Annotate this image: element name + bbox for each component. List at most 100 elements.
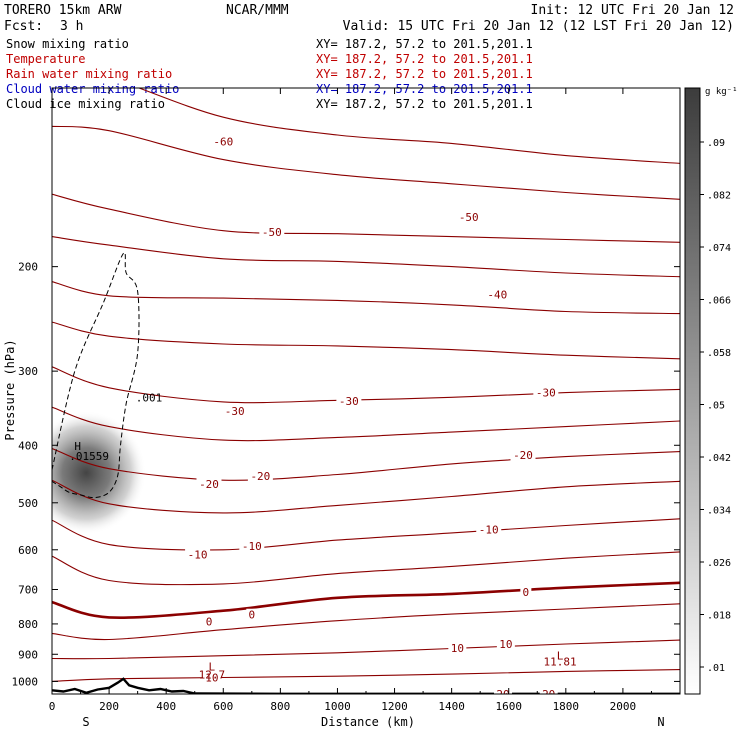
field-name: Snow mixing ratio — [6, 37, 129, 51]
x-tick-label: 1400 — [438, 700, 465, 713]
temperature-label: 0 — [523, 586, 530, 599]
colorbar-label: .042 — [707, 453, 731, 464]
valid-time: Valid: 15 UTC Fri 20 Jan 12 (12 LST Fri … — [343, 19, 734, 34]
x-tick-label: 800 — [270, 700, 290, 713]
temperature-contour — [52, 125, 680, 200]
temperature-label-bg — [539, 688, 558, 694]
colorbar-label: .034 — [707, 506, 731, 517]
temperature-label: 10 — [451, 642, 464, 655]
field-name: Temperature — [6, 52, 85, 66]
temperature-contour — [52, 603, 680, 641]
x-tick-label: 1600 — [495, 700, 522, 713]
temperature-label-bg — [456, 211, 482, 224]
colorbar-fill — [684, 87, 701, 695]
temperature-label: -30 — [536, 387, 556, 400]
colorbar-label: .082 — [707, 191, 731, 202]
annotation: .001 — [136, 391, 163, 404]
temperature-label-bg — [203, 615, 215, 628]
temperature-label-bg — [259, 226, 285, 239]
init-time: Init: 12 UTC Fri 20 Jan 12 — [531, 3, 735, 18]
annotation: H — [74, 440, 81, 453]
field-name: Cloud water mixing ratio — [6, 82, 179, 96]
temperature-contour — [52, 639, 680, 660]
x-tick-label: 1800 — [553, 700, 580, 713]
temperature-label: 20 — [542, 688, 555, 701]
temperature-label: -40 — [487, 289, 507, 302]
temperature-contour — [52, 406, 680, 442]
annotation: 12.7 — [199, 669, 226, 682]
temperature-label: -50 — [459, 211, 479, 224]
temperature-contour — [52, 193, 680, 243]
temperature-label-bg — [494, 688, 513, 694]
temperature-contour — [52, 669, 680, 682]
temperature-contour — [137, 88, 680, 164]
x-tick-label: 2000 — [610, 700, 637, 713]
y-tick-label: 200 — [18, 261, 38, 274]
temperature-label: -10 — [479, 524, 499, 537]
colorbar-label: .026 — [707, 558, 731, 569]
temperature-label-bg — [510, 448, 536, 461]
annotation: L — [557, 650, 564, 663]
x-tick-label: 200 — [99, 700, 119, 713]
colorbar-label: .018 — [707, 611, 731, 622]
x-axis-label: Distance (km) — [321, 715, 415, 729]
y-tick-label: 800 — [18, 618, 38, 631]
colorbar-label: .05 — [707, 401, 725, 412]
north-label: N — [657, 715, 664, 729]
temperature-label-bg — [476, 523, 502, 536]
model-name: TORERO 15km ARW — [4, 3, 122, 18]
temperature-label-bg — [484, 288, 510, 301]
temperature-label-bg — [496, 637, 515, 650]
plot-area: -60-60-50-50-40-30-30-30-20-20-20-10-10-… — [52, 88, 680, 701]
forecast-label: Fcst: — [4, 19, 43, 34]
annotation: L — [209, 660, 216, 673]
annotation: .01559 — [69, 450, 109, 463]
y-tick-label: 600 — [18, 544, 38, 557]
y-tick-label: 700 — [18, 584, 38, 597]
x-tick-label: 1200 — [381, 700, 408, 713]
snow-contour — [52, 252, 140, 499]
temperature-label: -60 — [213, 135, 233, 148]
x-tick-label: 400 — [156, 700, 176, 713]
forecast-value: 3 h — [60, 19, 83, 34]
temperature-contour — [52, 236, 680, 278]
temperature-label: 20 — [496, 688, 509, 701]
colorbar-label: .066 — [707, 296, 731, 307]
temperature-label-bg — [336, 395, 362, 408]
colorbar-label: .074 — [707, 243, 731, 254]
temperature-label: -10 — [242, 540, 262, 553]
colorbar: g kg⁻¹ .01 .018 .026 .034 .042 .05 .058 .066 .07… — [684, 87, 738, 695]
field-xy: XY= 187.2, 57.2 to 201.5,201.1 — [316, 67, 533, 81]
temperature-label-bg — [185, 548, 211, 561]
temperature-label-bg — [246, 608, 258, 621]
colorbar-label: .058 — [707, 348, 731, 359]
temperature-contour — [52, 281, 680, 315]
temperature-label: 10 — [499, 638, 512, 651]
temperature-label: 0 — [249, 609, 256, 622]
temperature-label: -10 — [188, 548, 208, 561]
y-tick-label: 300 — [18, 365, 38, 378]
field-xy: XY= 187.2, 57.2 to 201.5,201.1 — [316, 97, 533, 111]
temperature-label-bg — [202, 671, 221, 684]
field-name: Rain water mixing ratio — [6, 67, 172, 81]
temperature-label-bg — [222, 404, 248, 417]
chart-header: TORERO 15km ARW NCAR/MMM Init: 12 UTC Fr… — [4, 3, 734, 34]
temperature-contour — [52, 321, 680, 360]
field-xy: XY= 187.2, 57.2 to 201.5,201.1 — [316, 52, 533, 66]
temperature-label-bg — [247, 470, 273, 483]
axes: 0 200 400 600 800 1000 1200 1400 1600 1800 2000200… — [12, 88, 680, 713]
temperature-contour — [52, 447, 680, 481]
temperature-label: -30 — [339, 395, 359, 408]
temperature-label-bg — [520, 586, 532, 599]
header-xy: XY= 187.2, 57.2 to 201.5,201.1 — [316, 37, 533, 51]
temperature-label: -30 — [225, 405, 245, 418]
temperature-contour — [52, 581, 680, 619]
field-name: Cloud ice mixing ratio — [6, 97, 165, 111]
temperature-label: 10 — [205, 671, 218, 684]
south-label: S — [82, 715, 89, 729]
colorbar-label: .09 — [707, 138, 725, 149]
temperature-label-bg — [210, 135, 236, 148]
temperature-label-bg — [196, 478, 222, 491]
